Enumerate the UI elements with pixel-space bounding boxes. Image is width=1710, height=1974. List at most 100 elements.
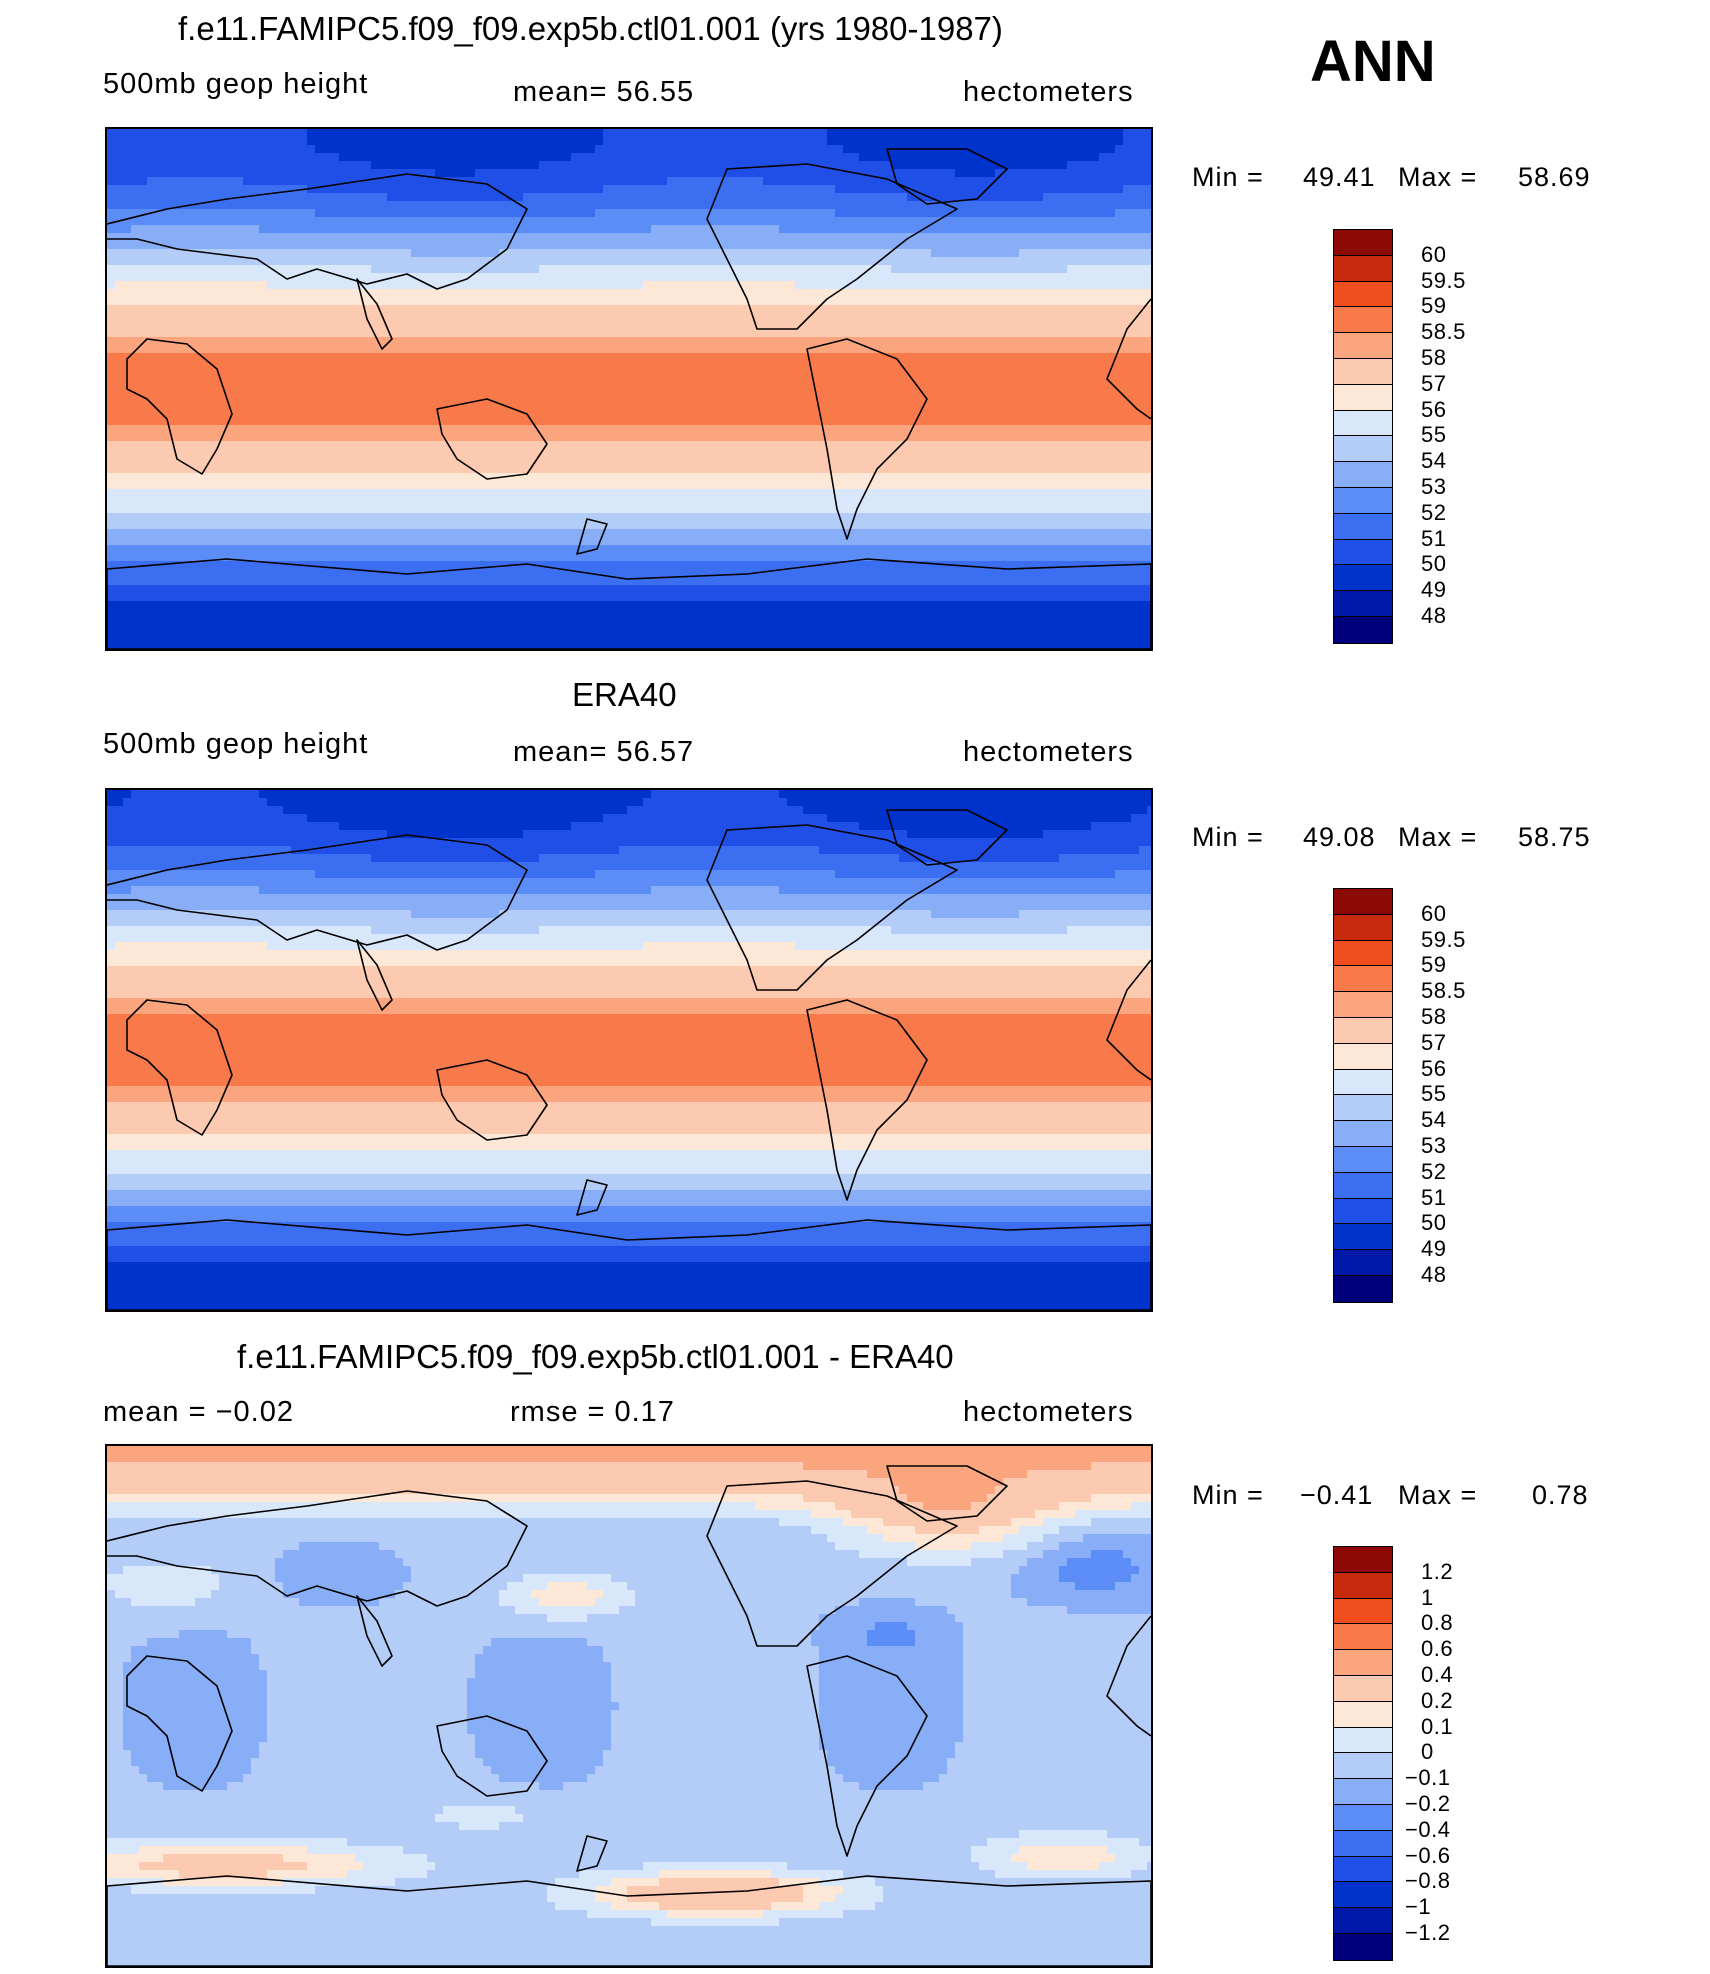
colorbar-swatch bbox=[1334, 1043, 1392, 1070]
colorbar-swatch bbox=[1334, 1753, 1392, 1780]
coastline bbox=[886, 1465, 1008, 1522]
colorbar-level-label: 49 bbox=[1421, 577, 1446, 603]
panel3-contour-field bbox=[107, 1446, 1151, 1966]
coastline bbox=[806, 999, 928, 1201]
coastline bbox=[126, 338, 233, 475]
colorbar-level-label: −0.8 bbox=[1405, 1868, 1450, 1894]
colorbar-swatch bbox=[1334, 1547, 1392, 1573]
colorbar-swatch bbox=[1334, 1882, 1392, 1909]
colorbar-level-label: 58.5 bbox=[1421, 319, 1466, 345]
colorbar-level-label: 48 bbox=[1421, 1262, 1446, 1288]
colorbar-level-label: −0.2 bbox=[1405, 1791, 1450, 1817]
coastline bbox=[107, 1490, 528, 1607]
colorbar-swatch bbox=[1334, 591, 1392, 617]
panel3-colorbar bbox=[1333, 1546, 1393, 1961]
panel1-max-value: 58.69 bbox=[1518, 162, 1591, 193]
coastline bbox=[1106, 298, 1151, 420]
colorbar-swatch bbox=[1334, 1908, 1392, 1934]
colorbar-level-label: −0.4 bbox=[1405, 1817, 1450, 1843]
colorbar-swatch bbox=[1334, 230, 1392, 256]
colorbar-level-label: 54 bbox=[1421, 448, 1446, 474]
panel3-max-value: 0.78 bbox=[1532, 1480, 1589, 1511]
panel2-max-value: 58.75 bbox=[1518, 822, 1591, 853]
coastline bbox=[1106, 959, 1151, 1081]
coastline bbox=[806, 1655, 928, 1857]
panel1-contour-field bbox=[107, 129, 1151, 649]
colorbar-level-label: 0.2 bbox=[1421, 1688, 1453, 1714]
panel1-max-label: Max = bbox=[1398, 162, 1477, 193]
colorbar-swatch bbox=[1334, 513, 1392, 540]
coastline bbox=[1106, 1615, 1151, 1737]
colorbar-swatch bbox=[1334, 1675, 1392, 1702]
colorbar-level-label: 0.8 bbox=[1421, 1610, 1453, 1636]
coastline bbox=[436, 1059, 548, 1141]
panel2-units-label: hectometers bbox=[963, 736, 1134, 769]
panel2-map bbox=[105, 788, 1153, 1312]
colorbar-swatch bbox=[1334, 1017, 1392, 1044]
colorbar-swatch bbox=[1334, 1830, 1392, 1857]
coastline bbox=[706, 163, 958, 330]
colorbar-swatch bbox=[1334, 255, 1392, 282]
panel3-title: f.e11.FAMIPC5.f09_f09.exp5b.ctl01.001 - … bbox=[237, 1338, 954, 1376]
panel1-units-label: hectometers bbox=[963, 76, 1134, 109]
coastline bbox=[706, 824, 958, 991]
panel2-mean-label: mean= 56.57 bbox=[513, 736, 694, 769]
colorbar-swatch bbox=[1334, 333, 1392, 359]
panel3-min-value: −0.41 bbox=[1300, 1480, 1373, 1511]
coastline bbox=[436, 1715, 548, 1797]
panel2-contour-field bbox=[107, 790, 1151, 1310]
colorbar-swatch bbox=[1334, 384, 1392, 411]
coastline bbox=[126, 999, 233, 1136]
colorbar-level-label: 59 bbox=[1421, 952, 1446, 978]
panel1-min-value: 49.41 bbox=[1303, 162, 1376, 193]
panel1-colorbar bbox=[1333, 229, 1393, 644]
colorbar-level-label: 49 bbox=[1421, 1236, 1446, 1262]
colorbar-swatch bbox=[1334, 992, 1392, 1018]
colorbar-level-label: 60 bbox=[1421, 242, 1446, 268]
colorbar-swatch bbox=[1334, 616, 1392, 643]
colorbar-level-label: 52 bbox=[1421, 500, 1446, 526]
colorbar-level-label: 50 bbox=[1421, 551, 1446, 577]
panel2-variable-label: 500mb geop height bbox=[103, 728, 368, 761]
colorbar-swatch bbox=[1334, 1727, 1392, 1754]
colorbar-swatch bbox=[1334, 1856, 1392, 1883]
colorbar-swatch bbox=[1334, 358, 1392, 385]
colorbar-level-label: 58.5 bbox=[1421, 978, 1466, 1004]
colorbar-level-label: 59 bbox=[1421, 293, 1446, 319]
panel3-rmse-label: rmse = 0.17 bbox=[510, 1396, 675, 1429]
coastline bbox=[107, 1875, 1151, 1966]
colorbar-swatch bbox=[1334, 1933, 1392, 1960]
colorbar-swatch bbox=[1334, 1069, 1392, 1096]
panel3-map bbox=[105, 1444, 1153, 1968]
colorbar-level-label: 57 bbox=[1421, 1030, 1446, 1056]
colorbar-swatch bbox=[1334, 1146, 1392, 1173]
colorbar-level-label: 58 bbox=[1421, 1004, 1446, 1030]
coastline bbox=[576, 518, 608, 555]
panel1-title: f.e11.FAMIPC5.f09_f09.exp5b.ctl01.001 (y… bbox=[178, 10, 1003, 48]
colorbar-level-label: 52 bbox=[1421, 1159, 1446, 1185]
colorbar-level-label: 59.5 bbox=[1421, 927, 1466, 953]
colorbar-swatch bbox=[1334, 539, 1392, 566]
colorbar-level-label: 56 bbox=[1421, 397, 1446, 423]
panel2-min-label: Min = bbox=[1192, 822, 1264, 853]
colorbar-level-label: −1 bbox=[1405, 1894, 1431, 1920]
colorbar-level-label: 51 bbox=[1421, 526, 1446, 552]
coastline bbox=[806, 338, 928, 540]
colorbar-swatch bbox=[1334, 1598, 1392, 1625]
colorbar-swatch bbox=[1334, 966, 1392, 993]
colorbar-swatch bbox=[1334, 1095, 1392, 1122]
coastline bbox=[436, 398, 548, 480]
colorbar-level-label: 51 bbox=[1421, 1185, 1446, 1211]
colorbar-level-label: 55 bbox=[1421, 422, 1446, 448]
coastline bbox=[886, 809, 1008, 866]
colorbar-level-label: 56 bbox=[1421, 1056, 1446, 1082]
colorbar-level-label: 53 bbox=[1421, 1133, 1446, 1159]
coastline bbox=[107, 173, 528, 290]
panel1-map bbox=[105, 127, 1153, 651]
colorbar-level-label: 0.1 bbox=[1421, 1714, 1453, 1740]
colorbar-swatch bbox=[1334, 940, 1392, 967]
colorbar-level-label: 60 bbox=[1421, 901, 1446, 927]
panel2-colorbar bbox=[1333, 888, 1393, 1303]
colorbar-swatch bbox=[1334, 565, 1392, 592]
colorbar-level-label: 55 bbox=[1421, 1081, 1446, 1107]
